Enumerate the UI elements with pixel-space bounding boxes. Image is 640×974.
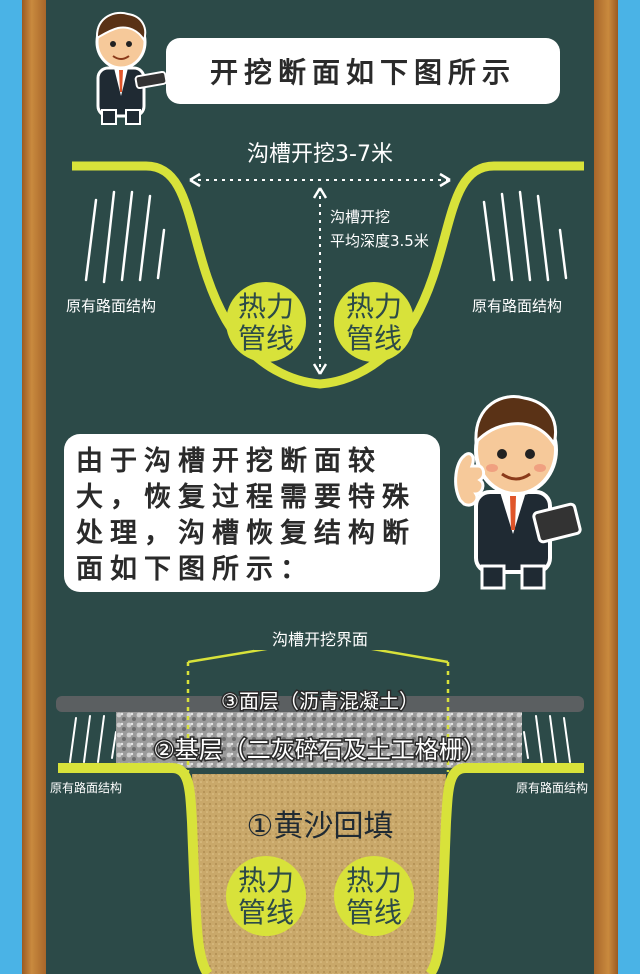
trench-width-label: 沟槽开挖3-7米 xyxy=(247,142,393,167)
cartoon-man-thumbs-up-icon xyxy=(454,395,582,590)
pipe2-right-line2: 管线 xyxy=(346,896,402,929)
pipe2-left-line1: 热力 xyxy=(238,864,294,897)
pipe-left: 热力 管线 xyxy=(226,282,306,362)
depth-label-1: 沟槽开挖 xyxy=(330,208,390,226)
pipe-right-line1: 热力 xyxy=(346,290,402,323)
pipe-left-line1: 热力 xyxy=(238,290,294,323)
explanation-text: 由于沟槽开挖断面较大，恢复过程需要特殊处理，沟槽恢复结构断面如下图所示： xyxy=(76,446,416,585)
pipe-right-2: 热力 管线 xyxy=(334,856,414,936)
wood-frame-right xyxy=(594,0,618,974)
left-road-label-2: 原有路面结构 xyxy=(50,780,122,795)
pipe2-right-line1: 热力 xyxy=(346,864,402,897)
explanation-note: 由于沟槽开挖断面较大，恢复过程需要特殊处理，沟槽恢复结构断面如下图所示： xyxy=(64,434,440,592)
layer1-label: ①黄沙回填 xyxy=(247,809,394,844)
trench-excavation-diagram: 沟槽开挖3-7米 沟槽开挖 平均深度3.5米 原有路面结构 原有路面结构 热力 … xyxy=(66,142,584,389)
right-road-label-2: 原有路面结构 xyxy=(516,780,588,795)
left-road-label: 原有路面结构 xyxy=(66,297,156,315)
pipe2-left-line2: 管线 xyxy=(238,896,294,929)
interface-label: 沟槽开挖界面 xyxy=(272,630,368,649)
chalkboard: 开挖断面如下图所示 沟槽开挖3-7米 沟槽开挖 平均深度3.5米 原有路面结构 … xyxy=(46,0,594,974)
banner-title: 开挖断面如下图所示 xyxy=(209,56,516,89)
title-banner: 开挖断面如下图所示 xyxy=(166,38,560,104)
cartoon-man-icon xyxy=(95,11,168,125)
pipe-left-line2: 管线 xyxy=(238,322,294,355)
layer2-label: ②基层（二灰碎石及土工格栅） xyxy=(153,736,487,764)
pipe-right-line2: 管线 xyxy=(346,322,402,355)
trench-restoration-diagram: 沟槽开挖界面 ③面层（沥青混凝土） ②基层（二灰碎石及土工格栅） 原有路面结构 … xyxy=(50,628,588,974)
pipe-right: 热力 管线 xyxy=(334,282,414,362)
pipe-left-2: 热力 管线 xyxy=(226,856,306,936)
right-road-label: 原有路面结构 xyxy=(472,297,562,315)
layer3-label: ③面层（沥青混凝土） xyxy=(221,689,419,713)
depth-label-2: 平均深度3.5米 xyxy=(330,232,429,250)
wood-frame-left xyxy=(22,0,46,974)
